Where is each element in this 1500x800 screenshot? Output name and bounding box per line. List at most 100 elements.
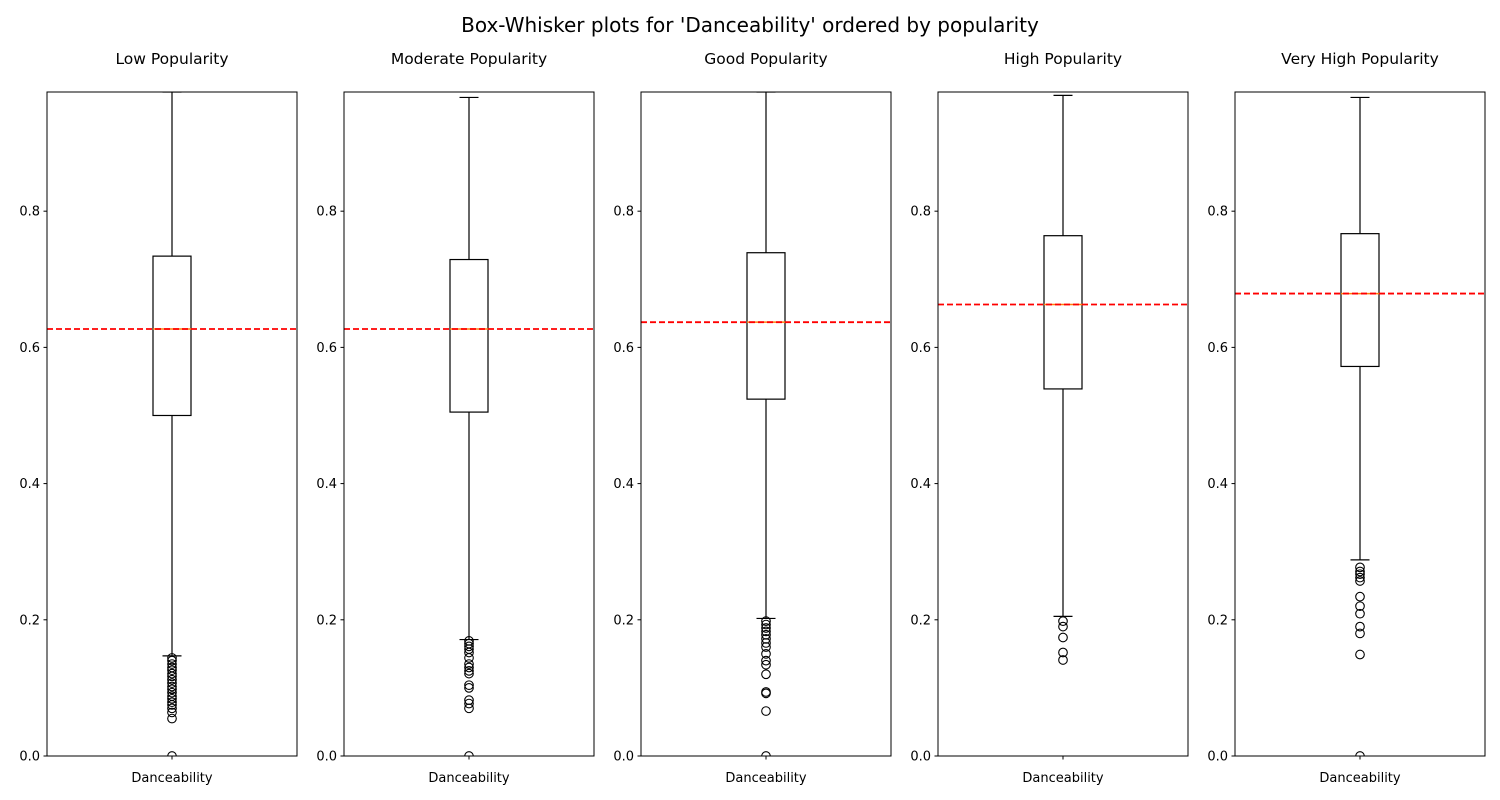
outlier-point [464, 680, 474, 691]
outlier-point [167, 674, 177, 685]
outlier-point [464, 666, 474, 676]
outlier-point [761, 706, 771, 716]
subplot-title: High Popularity [1004, 50, 1122, 68]
y-tick-label: 0.2 [910, 613, 931, 628]
outlier-point [1355, 562, 1365, 573]
outlier-point [1355, 591, 1365, 602]
axes-frame [343, 91, 595, 757]
iqr-box [1340, 233, 1380, 368]
outlier-point [167, 681, 177, 692]
iqr-box [449, 258, 489, 413]
outlier-point [1058, 647, 1068, 658]
outlier-point [761, 623, 771, 633]
subplot-title: Moderate Popularity [391, 50, 547, 68]
axes-frame [640, 91, 892, 757]
subplot-title: Low Popularity [115, 50, 228, 68]
x-category-label: Danceability [428, 771, 510, 786]
y-tick-label: 0.0 [19, 750, 40, 765]
y-tick-label: 0.2 [613, 613, 634, 628]
subplot-plot-area [938, 94, 1188, 665]
outlier-point [464, 695, 474, 706]
iqr-box [1043, 235, 1083, 390]
outlier-point [167, 659, 177, 669]
outlier-point [464, 659, 474, 669]
outlier-point [167, 665, 177, 676]
outlier-point [1355, 569, 1365, 580]
outlier-point [761, 616, 771, 627]
subplot-1: Low Popularity 0.0 0.2 0.4 0.6 0.8 Danceabilit… [19, 50, 298, 786]
iqr-box [746, 252, 786, 400]
subplot-4: High Popularity 0.0 0.2 0.4 0.6 0.8 Danceabili… [910, 50, 1189, 786]
outlier-point [464, 641, 474, 652]
outlier-point [167, 693, 177, 704]
y-tick-label: 0.8 [19, 205, 40, 220]
outlier-point [761, 751, 771, 756]
y-tick-label: 0.6 [316, 341, 337, 356]
y-tick-label: 0.8 [613, 205, 634, 220]
outlier-point [761, 669, 771, 680]
y-tick-label: 0.0 [613, 750, 634, 765]
outlier-point [464, 636, 474, 646]
outlier-point [167, 703, 177, 714]
outlier-point [464, 668, 474, 679]
outlier-point [1355, 621, 1365, 632]
y-tick-label: 0.0 [1207, 750, 1228, 765]
outlier-point [1355, 566, 1365, 577]
y-tick-label: 0.2 [316, 613, 337, 628]
outlier-point [167, 668, 177, 679]
outlier-point [167, 687, 177, 698]
outlier-point [167, 662, 177, 673]
outlier-point [1355, 608, 1365, 619]
subplot-plot-area [344, 96, 594, 756]
y-tick-label: 0.2 [1207, 613, 1228, 628]
y-tick-label: 0.4 [316, 477, 337, 492]
outlier-point [167, 691, 177, 701]
outlier-point [167, 707, 177, 718]
subplot-plot-area [1235, 96, 1485, 756]
y-tick-label: 0.8 [1207, 205, 1228, 220]
axes-frame [46, 91, 298, 757]
x-category-label: Danceability [131, 771, 213, 786]
outlier-point [1355, 576, 1365, 586]
subplot-plot-area [641, 92, 891, 756]
axes-frame [937, 91, 1189, 757]
outlier-point [761, 687, 771, 697]
outlier-point [1058, 632, 1068, 643]
y-tick-label: 0.4 [613, 477, 634, 492]
y-tick-label: 0.6 [910, 341, 931, 356]
x-category-label: Danceability [1022, 771, 1104, 786]
subplot-plot-area [47, 92, 297, 756]
y-tick-label: 0.0 [316, 750, 337, 765]
y-tick-label: 0.6 [19, 341, 40, 356]
outlier-point [167, 684, 177, 695]
y-tick-label: 0.4 [910, 477, 931, 492]
outlier-point [464, 662, 474, 673]
x-category-label: Danceability [725, 771, 807, 786]
outlier-point [761, 629, 771, 640]
outlier-point [167, 713, 177, 724]
outlier-point [761, 626, 771, 637]
y-tick-label: 0.0 [910, 750, 931, 765]
y-tick-label: 0.2 [19, 613, 40, 628]
subplot-title: Good Popularity [704, 50, 827, 68]
outlier-point [1058, 621, 1068, 632]
outlier-point [761, 634, 771, 644]
outlier-point [1355, 751, 1365, 756]
x-category-label: Danceability [1319, 771, 1401, 786]
outlier-point [464, 751, 474, 756]
y-tick-label: 0.4 [19, 477, 40, 492]
outlier-point [167, 678, 177, 688]
y-tick-label: 0.6 [613, 341, 634, 356]
outlier-point [761, 659, 771, 670]
outlier-point [167, 655, 177, 666]
outlier-point [1058, 616, 1068, 627]
subplot-3: Good Popularity 0.0 0.2 0.4 0.6 0.8 Danceabili… [613, 50, 892, 786]
outlier-point [1355, 572, 1365, 583]
subplot-title: Very High Popularity [1281, 50, 1439, 68]
iqr-box [152, 255, 192, 417]
y-tick-label: 0.4 [1207, 477, 1228, 492]
y-tick-label: 0.8 [316, 205, 337, 220]
outlier-point [1355, 601, 1365, 612]
